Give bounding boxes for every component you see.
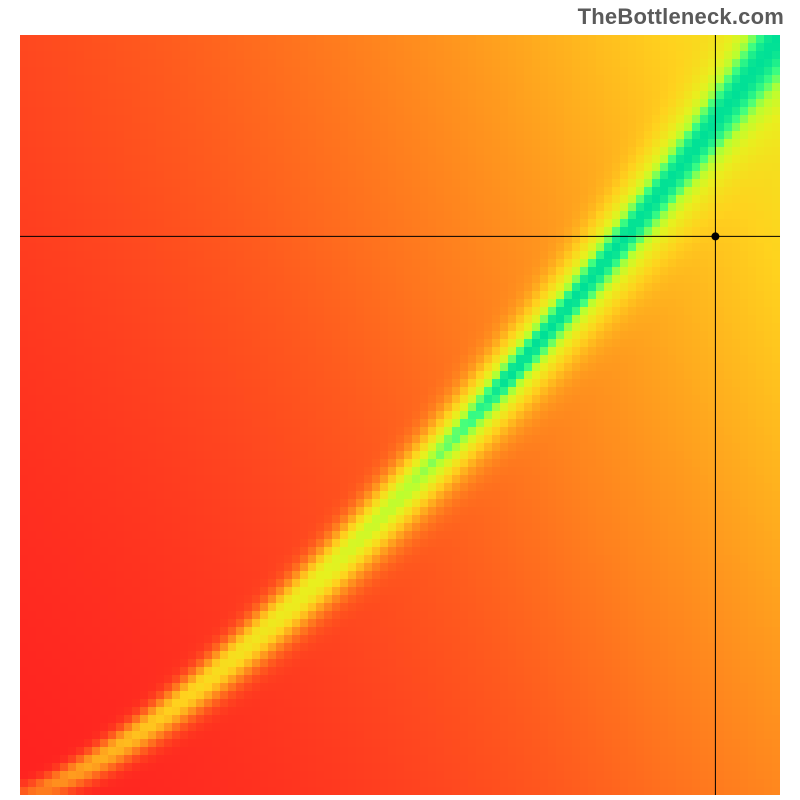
crosshair-marker: [711, 232, 719, 240]
plot-area: [20, 35, 780, 795]
watermark-text: TheBottleneck.com: [578, 4, 784, 30]
crosshair-overlay: [20, 35, 780, 795]
chart-container: TheBottleneck.com: [0, 0, 800, 800]
